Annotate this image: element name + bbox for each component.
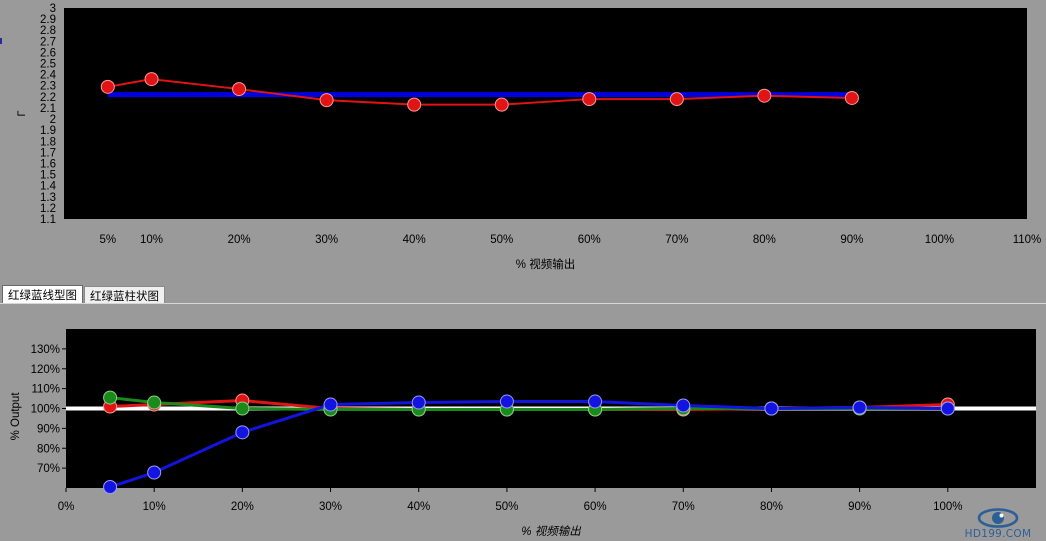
x-tick-label: 60% [584,501,607,513]
x-tick-label: 70% [672,501,695,513]
y-tick-label: 1.3 [40,192,56,204]
y-tick-label: 1.8 [40,136,56,148]
y-tick-label: 130% [31,344,60,356]
x-tick-label: 30% [319,501,342,513]
measured-gamma-point [844,90,859,105]
gamma-chart: 1.11.21.31.41.51.61.71.81.922.12.22.32.4… [16,3,1042,271]
blue-output-point [147,465,162,480]
blue-output-point [235,425,250,440]
measured-gamma-point [100,79,115,94]
y-tick-label: 2.1 [40,103,56,115]
x-tick-label: 40% [407,501,430,513]
blue-output-point [411,395,426,410]
panel-divider [0,303,1046,304]
y-tick-label: 90% [37,423,60,435]
blue-output-point [940,401,955,416]
blue-output-point [588,394,603,409]
blue-output-point [323,397,338,412]
green-output-point [235,401,250,416]
y-tick-label: 120% [31,364,60,376]
y-tick-label: 2.6 [40,47,56,59]
plot-area [64,8,1027,219]
y-tick-label: 2.5 [40,59,56,71]
measured-gamma-point [669,92,684,107]
green-output-point [147,395,162,410]
blue-output-point [764,401,779,416]
y-tick-label: 1.6 [40,158,56,170]
y-tick-label: 1.9 [40,125,56,137]
measured-gamma-point [232,82,247,97]
y-tick-label: 1.7 [40,147,56,159]
measured-gamma-point [757,88,772,103]
y-tick-label: 100% [31,404,60,416]
x-tick-label: 70% [665,234,688,246]
x-tick-label: 20% [228,234,251,246]
x-tick-label: 50% [490,234,513,246]
y-tick-label: 2.7 [40,36,56,48]
green-output-point [103,390,118,405]
x-tick-label: 30% [315,234,338,246]
x-tick-label: 90% [848,501,871,513]
eye-logo-icon [977,508,1019,528]
measured-gamma-point [319,93,334,108]
blue-output-point [852,400,867,415]
x-axis-title: % 视频输出 [521,525,581,538]
y-tick-label: 110% [31,384,60,396]
x-tick-label: 10% [140,234,163,246]
site-watermark: HD199.COM [952,506,1044,540]
blue-output-point [499,394,514,409]
x-tick-label: 10% [143,501,166,513]
x-tick-label: 60% [578,234,601,246]
x-tick-label: 100% [925,234,954,246]
y-tick-label: 1.4 [40,181,57,193]
chart-tab-bar: 红绿蓝线型图 红绿蓝柱状图 [2,285,166,304]
window-edge-marker [0,38,2,44]
y-axis-title: % Output [10,392,22,441]
rgb-balance-chart: 70% 80% 90% 100% 110% 120% 130% 0% 10% 20% 30% 40% 5… [10,329,1036,538]
x-tick-label: 100% [933,501,962,513]
y-tick-label: 2.2 [40,92,56,104]
y-tick-label: 1.1 [40,214,56,226]
blue-output-point [103,480,118,495]
x-tick-label: 110% [1013,234,1042,246]
x-axis-title: % 视频输出 [516,257,575,271]
measured-gamma-point [407,97,422,112]
y-tick-label: 2 [50,114,56,126]
y-tick-label: 2.8 [40,25,56,37]
tab-rgb-bar-chart[interactable]: 红绿蓝柱状图 [84,286,165,304]
measured-gamma-point [582,92,597,107]
measured-gamma-point [144,72,159,87]
y-tick-label: 3 [50,3,56,15]
y-tick-label: 1.2 [40,203,56,215]
x-tick-label: 40% [403,234,426,246]
x-tick-label: 80% [753,234,776,246]
x-tick-label: 90% [840,234,863,246]
measured-gamma-point [494,97,509,112]
tab-rgb-line-chart[interactable]: 红绿蓝线型图 [2,285,83,304]
y-tick-label: 1.5 [40,170,56,182]
x-tick-label: 20% [231,501,254,513]
y-tick-label: 2.4 [40,70,57,82]
watermark-text: HD199.COM [964,528,1032,540]
x-tick-label: 0% [58,501,75,513]
y-axis-title: Γ [16,110,28,116]
measured-gamma-line [107,78,852,106]
x-tick-label: 50% [495,501,518,513]
y-tick-label: 2.9 [40,14,56,26]
y-tick-label: 2.3 [40,81,56,93]
blue-output-point [676,398,691,413]
y-tick-label: 70% [37,463,60,475]
x-tick-label: 5% [99,234,116,246]
y-tick-label: 80% [37,443,60,455]
x-tick-label: 80% [760,501,783,513]
